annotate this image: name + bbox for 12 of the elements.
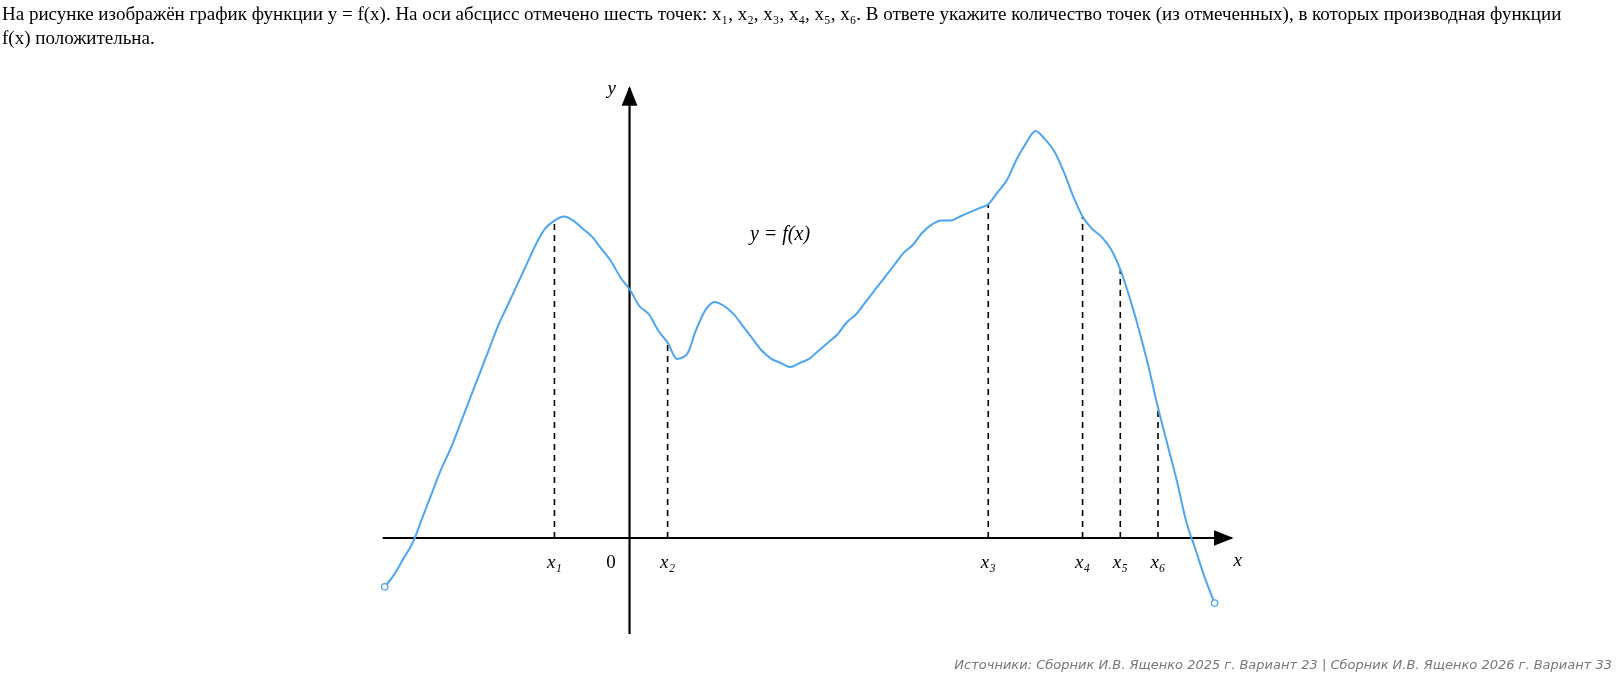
text: Источники: Сборник И.В. Ященко 2025 г. Вариант 23 | Сборник И.В. Ященко 2026 г. Вариант 33 xyxy=(954,657,1612,672)
chart-title: На рисунке изображён график функции y = f(x). На оси абсцисс отмечено шесть точек: x₁, x₂, x₃, x₄, x₅, x₆. В ответе укажите количество точек (из отмеченных), в которых производная функции f(x) положительна. xyxy=(2,3,1562,49)
x-tick-label: 0 xyxy=(606,551,616,572)
x-tick-label: x₁ xyxy=(545,551,562,572)
x-tick-label: x₆ xyxy=(1149,551,1166,572)
annotation: y = f(x) xyxy=(747,222,811,245)
x-axis-title: x xyxy=(1232,549,1243,570)
y-axis-title: y xyxy=(605,77,617,98)
x-tick-label: x₃ xyxy=(979,551,996,572)
x-tick-label: x₅ xyxy=(1111,551,1128,572)
x-tick-label: x₂ xyxy=(659,551,676,572)
x-tick-label: x₄ xyxy=(1074,551,1091,572)
